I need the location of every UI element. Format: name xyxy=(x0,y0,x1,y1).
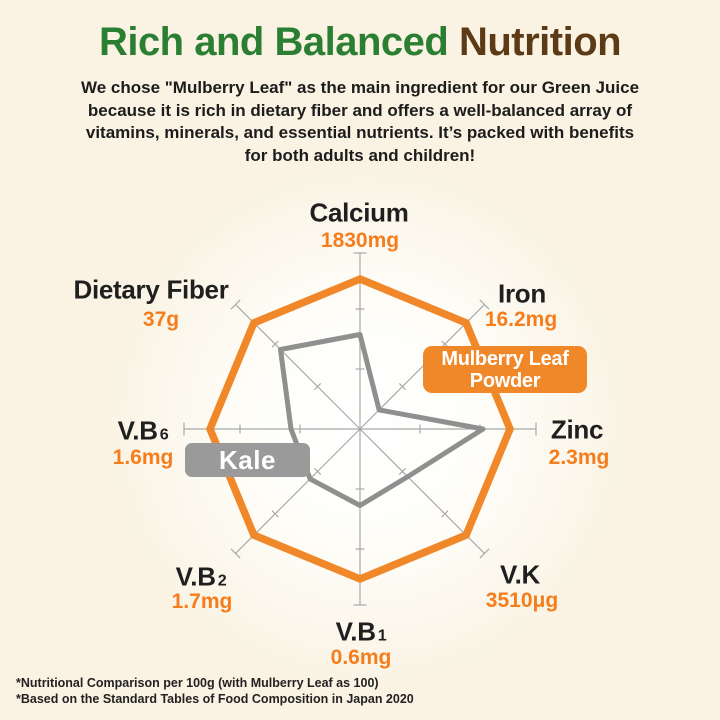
axis-label-text: V.B xyxy=(117,415,158,446)
axis-value-vb1: 0.6mg xyxy=(330,646,392,669)
axis-label-text: Calcium xyxy=(309,197,409,228)
axis-label-text: Iron xyxy=(498,278,546,309)
axis-value-zinc: 2.3mg xyxy=(548,446,610,469)
series-badge-kale: Kale xyxy=(185,443,310,477)
axis-label-vb2: V.B 2 xyxy=(176,562,227,593)
footnote-line: *Based on the Standard Tables of Food Co… xyxy=(16,692,414,706)
axis-label-subscript: 6 xyxy=(159,425,169,444)
axis-label-text: Zinc xyxy=(550,414,604,445)
page-title: Rich and Balanced Nutrition xyxy=(98,20,622,65)
axis-value-dietary-fiber: 37g xyxy=(142,308,180,331)
title-brown-part: Nutrition xyxy=(458,20,622,64)
axis-value-vk: 3510μg xyxy=(485,589,559,612)
axis-label-vb1: V.B 1 xyxy=(336,617,387,648)
footnote-line: *Nutritional Comparison per 100g (with M… xyxy=(16,676,379,690)
axis-label-vb6: V.B 6 xyxy=(118,416,169,447)
axis-value-vb6: 1.6mg xyxy=(112,446,174,469)
axis-label-text: V.K xyxy=(499,559,541,590)
title-green-part: Rich and Balanced xyxy=(98,20,449,64)
axis-label-zinc: Zinc xyxy=(551,415,605,446)
axis-label-subscript: 2 xyxy=(217,571,227,590)
axis-value-calcium: 1830mg xyxy=(320,229,400,252)
radar-series-kale xyxy=(278,332,486,508)
axis-label-calcium: Calcium xyxy=(309,198,410,229)
axis-label-text: Dietary Fiber xyxy=(73,274,229,305)
axis-label-text: V.B xyxy=(175,561,216,592)
axis-label-text: V.B xyxy=(335,616,376,647)
intro-paragraph: We chose "Mulberry Leaf" as the main ing… xyxy=(80,78,640,165)
axis-label-subscript: 1 xyxy=(377,626,387,645)
axis-value-vb2: 1.7mg xyxy=(171,590,233,613)
axis-value-iron: 16.2mg xyxy=(484,308,558,331)
axis-label-vk: V.K xyxy=(500,560,542,591)
axis-label-iron: Iron xyxy=(498,279,548,310)
footnotes: *Nutritional Comparison per 100g (with M… xyxy=(16,675,414,707)
axis-label-dietary-fiber: Dietary Fiber xyxy=(73,275,230,306)
series-badge-mulberry-leaf-powder: Mulberry Leaf Powder xyxy=(423,346,587,393)
